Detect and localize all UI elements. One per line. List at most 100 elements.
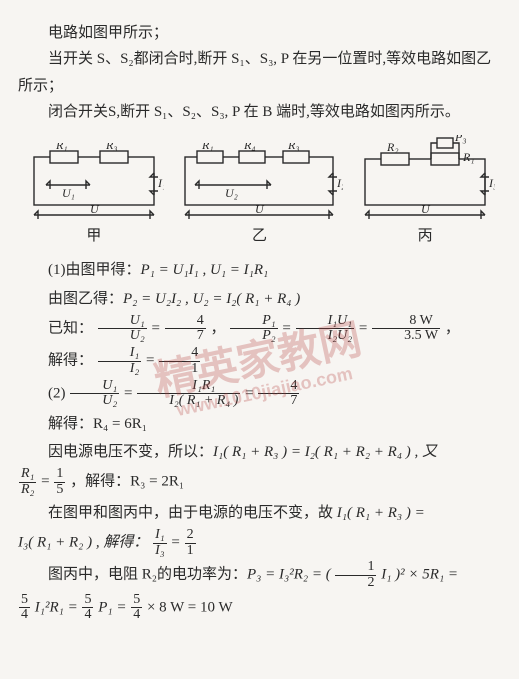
frac-ir: I₁R₁I₂( R₁ + R₄ )	[137, 379, 240, 409]
t-l11c: × 8 W = 10 W	[147, 599, 233, 615]
line-11: 54 I₁²R₁ = 54 P₁ = 54 × 8 W = 10 W	[18, 593, 501, 623]
t-l8b: I₁( R₁ + R₃ ) =	[337, 505, 425, 521]
n7: 4	[159, 346, 200, 362]
d12: 5	[54, 483, 65, 498]
n17: 5	[82, 593, 93, 609]
frac-54b: 54	[82, 593, 93, 623]
label-i1: I₁	[157, 176, 164, 190]
frac-iuiu: I₁U₁I₂U₂	[296, 314, 355, 344]
t-l1b: P₁ = U₁I₁ , U₁ = I₁R₁	[141, 262, 269, 278]
label-r3b: R₃	[287, 143, 300, 152]
t-l1a: (1)由图甲得：	[48, 262, 141, 278]
t-l2b: P₂ = U₂I₂ , U₂ = I₂( R₁ + R₄ )	[123, 291, 300, 307]
t-l6b: I₁( R₁ + R₃ ) = I₂( R₁ + R₂ + R₄ ) , 又	[213, 444, 437, 460]
frac-47b: 47	[258, 379, 299, 409]
n3: P₁	[262, 313, 275, 328]
d2: 7	[165, 329, 206, 344]
d4: I₂U₂	[328, 328, 353, 343]
n2: 4	[165, 314, 206, 330]
d13: I₃	[155, 543, 165, 558]
label-r1b: R₁	[201, 143, 214, 152]
label-u-c: U	[421, 202, 431, 216]
frac-i1i2: I₁I₂	[98, 346, 142, 376]
label-u-a: U	[90, 202, 100, 216]
t-l11a: I₁²R₁ =	[35, 599, 82, 615]
frac-54c: 54	[131, 593, 142, 623]
n13: I₁	[155, 527, 165, 542]
line-2: 由图乙得：P₂ = U₂I₂ , U₂ = I₂( R₁ + R₄ )	[18, 286, 501, 312]
label-r2c: R₂	[386, 140, 399, 154]
line-6: 因电源电压不变，所以：I₁( R₁ + R₃ ) = I₂( R₁ + R₂ +…	[18, 439, 501, 465]
line-sec2: (2) U₁U₂ = I₁R₁I₂( R₁ + R₄ ) = 47	[18, 379, 501, 409]
line-1: (1)由图甲得：P₁ = U₁I₁ , U₁ = I₁R₁	[18, 257, 501, 283]
d7: 1	[159, 362, 200, 377]
t-l8a: 在图甲和图丙中，由于电源的电压不变，故	[48, 505, 337, 521]
d8: U₂	[102, 393, 117, 408]
frac-u1u2: U₁U₂	[98, 314, 147, 344]
diagram-bing: P₃ R₂ R₁ I₃ U 丙	[355, 135, 495, 249]
n15: 1	[335, 560, 376, 576]
label-r1: R₁	[55, 143, 68, 152]
d16: 4	[19, 608, 30, 623]
n5: 8 W	[372, 314, 440, 330]
circuit-yi-svg: R₁ R₄ R₃ U₂ I₂ U	[175, 143, 343, 221]
d9: I₂( R₁ + R₄ )	[169, 393, 238, 408]
n18: 5	[131, 593, 142, 609]
line-5: 解得：R₄ = 6R₁	[18, 411, 501, 437]
diagram-jia: R₁ R₃ U₁ I₁ U 甲	[24, 143, 164, 249]
label-u-b: U	[255, 202, 265, 216]
t-l11b: P₁ =	[98, 599, 130, 615]
t-l10a: 图丙中，电阻 R₂的电功率为：	[48, 567, 247, 583]
n16: 5	[19, 593, 30, 609]
t-l7b: ，解得：R₃ = 2R₁	[70, 474, 184, 490]
line-9: I₃( R₁ + R₂ ) , 解得： I₁I₃ = 21	[18, 528, 501, 558]
n14: 2	[185, 528, 196, 544]
caption-bing: 丙	[418, 223, 433, 249]
n10: 4	[258, 379, 299, 395]
label-i3: I₃	[488, 176, 495, 190]
t-l10b: P₃ = I₃²R₂ = (	[247, 567, 334, 583]
frac-41: 41	[159, 346, 200, 376]
frac-8w: 8 W3.5 W	[372, 314, 440, 344]
t-solve1: 解得：	[48, 353, 93, 369]
n6: I₁	[130, 345, 140, 360]
label-u2: U₂	[225, 186, 238, 200]
n1: U₁	[130, 313, 145, 328]
d6: I₂	[130, 361, 140, 376]
d18: 4	[131, 608, 142, 623]
t-l2a: 由图乙得：	[48, 291, 123, 307]
frac-47: 47	[165, 314, 206, 344]
n9: I₁R₁	[192, 378, 215, 393]
label-r3: R₃	[105, 143, 118, 152]
label-u1: U₁	[62, 186, 75, 200]
label-r1c: R₁	[462, 150, 475, 164]
t-l6a: 因电源电压不变，所以：	[48, 444, 213, 460]
frac-i1i3: I₁I₃	[153, 528, 167, 558]
frac-half: 12	[335, 560, 376, 590]
d3: P₂	[262, 328, 275, 343]
frac-r1r2: R₁R₂	[19, 467, 36, 497]
line-10: 图丙中，电阻 R₂的电功率为：P₃ = I₃²R₂ = ( 12 I₁ )² ×…	[18, 560, 501, 590]
caption-yi: 乙	[252, 223, 267, 249]
paragraph-2: 当开关 S、S₂都闭合时,断开 S₁、S₃, P 在另一位置时,等效电路如图乙所…	[18, 46, 501, 99]
d17: 4	[82, 608, 93, 623]
t-known: 已知：	[48, 320, 93, 336]
d1: U₂	[130, 328, 145, 343]
frac-21: 21	[185, 528, 196, 558]
frac-p1p2: P₁P₂	[230, 314, 277, 344]
n11: R₁	[21, 466, 34, 481]
n4: I₁U₁	[328, 313, 353, 328]
caption-jia: 甲	[86, 223, 101, 249]
t-l10c: I₁ )² × 5R₁ =	[381, 567, 458, 583]
line-solve1: 解得： I₁I₂ = 41	[18, 346, 501, 376]
frac-15: 15	[54, 467, 65, 497]
d14: 1	[185, 544, 196, 559]
t-sec2: (2)	[48, 385, 66, 401]
d5: 3.5 W	[372, 329, 440, 344]
line-7: R₁R₂ = 15 ，解得：R₃ = 2R₁	[18, 467, 501, 497]
label-p3: P₃	[454, 135, 467, 144]
paragraph-3: 闭合开关S,断开 S₁、S₂、S₃, P 在 B 端时,等效电路如图丙所示。	[18, 99, 501, 125]
frac-54a: 54	[19, 593, 30, 623]
circuit-bing-svg: P₃ R₂ R₁ I₃ U	[355, 135, 495, 221]
label-i2: I₂	[336, 176, 343, 190]
